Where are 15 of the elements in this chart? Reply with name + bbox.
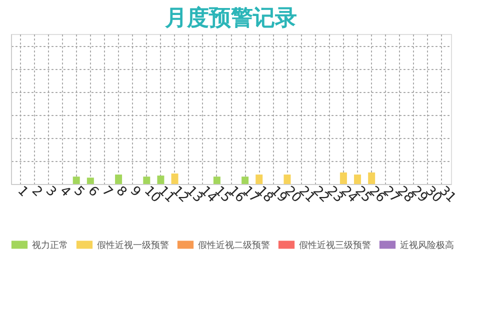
legend-label: 假性近视一级预警 — [97, 240, 169, 251]
chart-title: 月度预警记录 — [164, 5, 297, 31]
x-tick-label: 4 — [56, 184, 74, 200]
x-tick-label: 3 — [42, 184, 60, 200]
legend-label: 假性近视三级预警 — [299, 240, 371, 251]
x-tick-label: 6 — [84, 184, 102, 200]
legend-label: 假性近视二级预警 — [198, 240, 270, 251]
x-tick-label: 5 — [70, 184, 88, 200]
legend-label: 视力正常 — [32, 240, 68, 251]
x-tick-label: 8 — [112, 184, 130, 200]
x-tick-label: 1 — [14, 184, 31, 200]
x-tick-label: 9 — [126, 184, 144, 200]
legend-label: 近视风险极高 — [400, 240, 454, 251]
x-tick-label: 2 — [28, 184, 45, 200]
x-tick-label: 7 — [98, 184, 116, 200]
